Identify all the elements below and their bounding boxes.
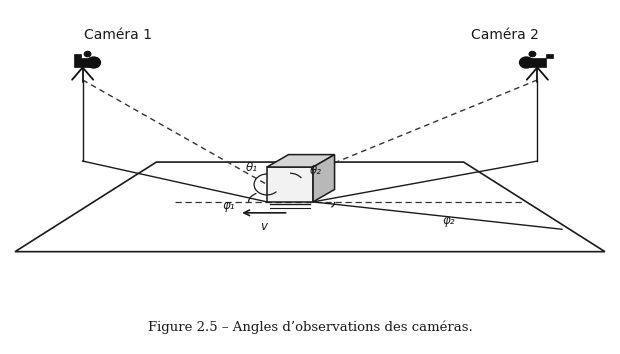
Circle shape <box>84 51 91 57</box>
Text: θ₁: θ₁ <box>246 160 258 173</box>
Text: Figure 2.5 – Angles d’observations des caméras.: Figure 2.5 – Angles d’observations des c… <box>148 320 472 334</box>
Text: Caméra 2: Caméra 2 <box>471 28 539 42</box>
Polygon shape <box>313 155 335 202</box>
Bar <box>529 58 546 68</box>
Text: φ₁: φ₁ <box>223 199 235 212</box>
Circle shape <box>87 57 100 68</box>
Text: Caméra 1: Caméra 1 <box>84 28 152 42</box>
Circle shape <box>520 57 533 68</box>
Circle shape <box>529 51 536 57</box>
Text: φ₂: φ₂ <box>442 214 454 227</box>
Text: v: v <box>260 220 267 233</box>
Bar <box>74 58 91 68</box>
Text: θ₂: θ₂ <box>310 165 322 177</box>
Polygon shape <box>267 155 335 167</box>
Polygon shape <box>267 167 313 202</box>
Bar <box>546 53 553 58</box>
Bar <box>74 53 81 58</box>
